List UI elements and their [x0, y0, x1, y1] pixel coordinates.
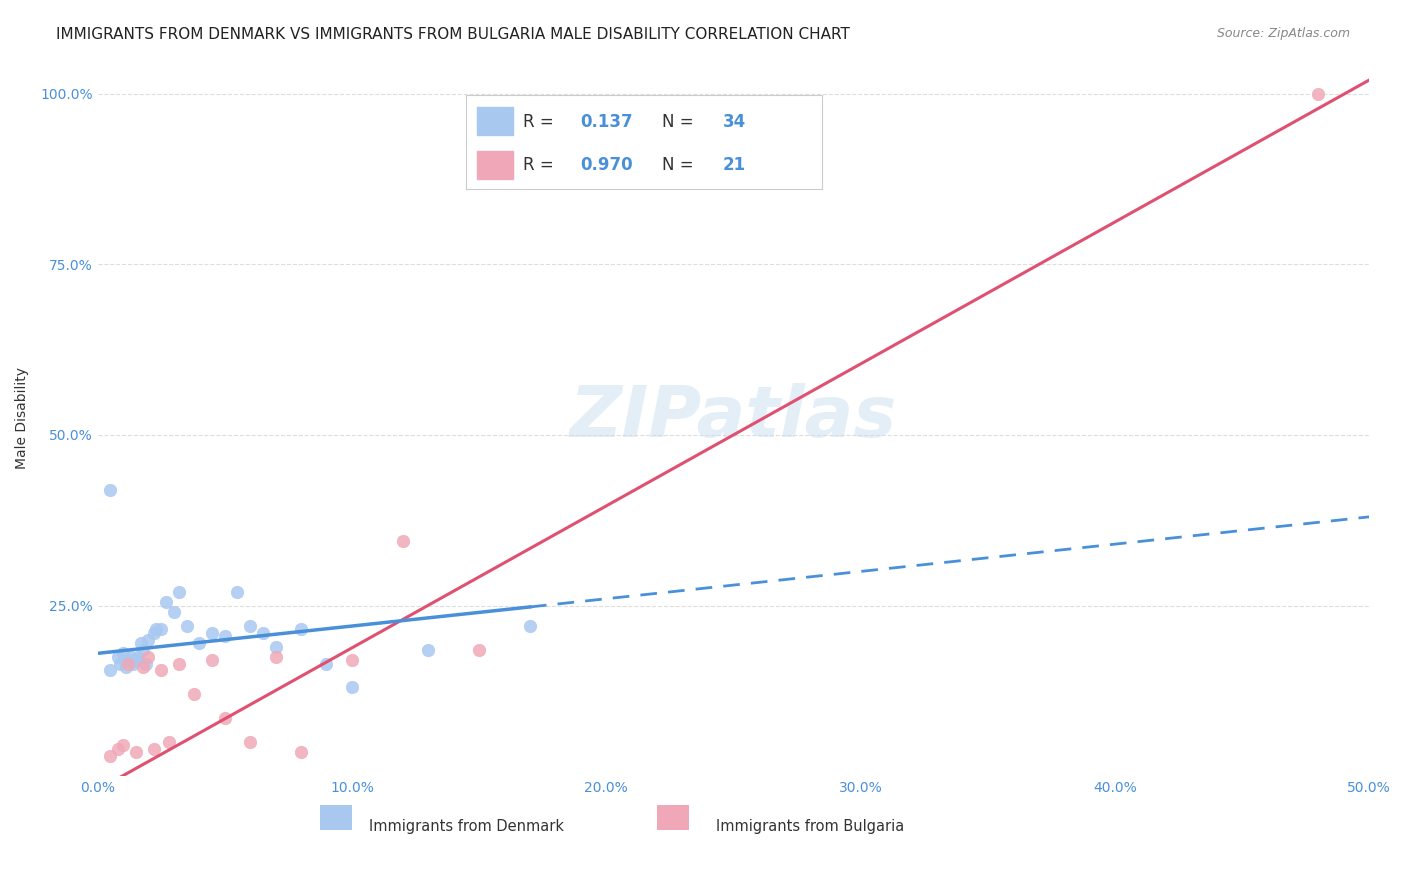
Point	[107, 649, 129, 664]
Point	[142, 742, 165, 756]
Point	[176, 619, 198, 633]
Text: ZIPatlas: ZIPatlas	[569, 384, 897, 452]
Point	[112, 739, 135, 753]
Point	[98, 748, 121, 763]
Point	[125, 653, 148, 667]
Point	[264, 640, 287, 654]
Point	[1308, 87, 1330, 101]
Point	[132, 643, 155, 657]
Point	[125, 745, 148, 759]
Point	[112, 646, 135, 660]
Point	[138, 649, 160, 664]
Point	[239, 735, 262, 749]
Text: IMMIGRANTS FROM DENMARK VS IMMIGRANTS FROM BULGARIA MALE DISABILITY CORRELATION : IMMIGRANTS FROM DENMARK VS IMMIGRANTS FR…	[56, 27, 851, 42]
Point	[519, 619, 541, 633]
Point	[214, 711, 236, 725]
Point	[135, 657, 157, 671]
Point	[167, 585, 190, 599]
Point	[122, 657, 145, 671]
Point	[239, 619, 262, 633]
Point	[107, 742, 129, 756]
Point	[110, 657, 132, 671]
Point	[201, 653, 224, 667]
Point	[132, 660, 155, 674]
Point	[188, 636, 211, 650]
Point	[150, 623, 173, 637]
Point	[150, 664, 173, 678]
Point	[138, 632, 160, 647]
Point	[98, 664, 121, 678]
Point	[183, 687, 205, 701]
Point	[315, 657, 337, 671]
Point	[290, 623, 312, 637]
Point	[391, 533, 413, 548]
Point	[142, 625, 165, 640]
Point	[340, 653, 363, 667]
Point	[145, 623, 167, 637]
Point	[114, 660, 136, 674]
Point	[290, 745, 312, 759]
Point	[226, 585, 249, 599]
Point	[117, 653, 139, 667]
Y-axis label: Male Disability: Male Disability	[15, 367, 30, 469]
Point	[340, 681, 363, 695]
Point	[167, 657, 190, 671]
Point	[120, 649, 142, 664]
Point	[252, 625, 274, 640]
Point	[214, 629, 236, 643]
Point	[157, 735, 180, 749]
Point	[127, 649, 149, 664]
Text: Immigrants from Denmark: Immigrants from Denmark	[368, 819, 564, 834]
Point	[264, 649, 287, 664]
Point	[418, 643, 440, 657]
Point	[201, 625, 224, 640]
Point	[129, 636, 152, 650]
Text: Immigrants from Bulgaria: Immigrants from Bulgaria	[716, 819, 904, 834]
Text: Source: ZipAtlas.com: Source: ZipAtlas.com	[1216, 27, 1350, 40]
Point	[155, 595, 177, 609]
Point	[117, 657, 139, 671]
Point	[468, 643, 491, 657]
Point	[163, 606, 186, 620]
Point	[98, 483, 121, 497]
